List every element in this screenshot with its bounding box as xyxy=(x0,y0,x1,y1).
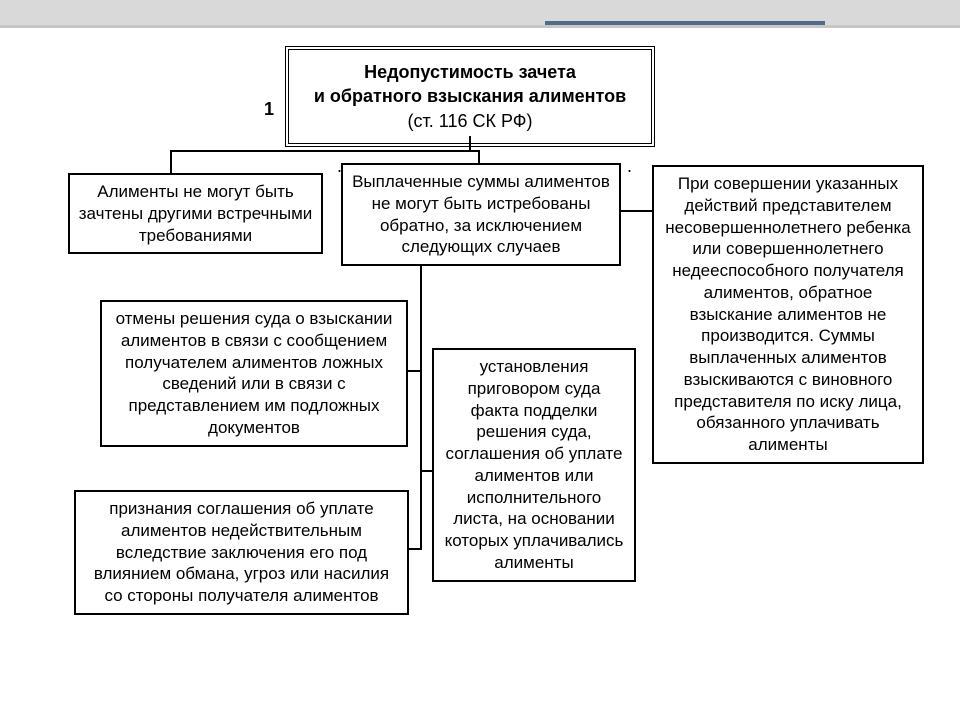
title-line3: (ст. 116 СК РФ) xyxy=(305,109,635,133)
box-center-top: Выплаченные суммы алиментов не могут быт… xyxy=(341,163,621,266)
box-left-top: Алименты не могут быть зачтены другими в… xyxy=(68,173,323,254)
box-right: При совершении указанных действий предст… xyxy=(652,165,924,464)
title-line2: и обратного взыскания алиментов xyxy=(305,84,635,108)
title-line1: Недопустимость зачета xyxy=(305,60,635,84)
conn-child3 xyxy=(420,470,434,472)
conn-center-right xyxy=(621,210,652,212)
box-child-1: отмены решения суда о взыскании алименто… xyxy=(100,300,408,447)
title-box: Недопустимость зачета и обратного взыска… xyxy=(285,46,655,147)
box-child-3: установления приговором суда факта подде… xyxy=(432,348,636,582)
top-band xyxy=(0,0,960,28)
stray-dot-3: . xyxy=(627,156,632,177)
canvas: 1 . . . Недопустимость зачета и обратног… xyxy=(0,0,960,720)
stray-mark-1: 1 xyxy=(264,99,274,120)
conn-title-vert xyxy=(469,136,471,150)
conn-child2 xyxy=(409,548,422,550)
conn-center-drop xyxy=(478,150,480,163)
conn-left-drop xyxy=(170,150,172,173)
conn-bus-h xyxy=(170,150,480,152)
conn-trunk xyxy=(420,265,422,550)
box-child-2: признания соглашения об уплате алиментов… xyxy=(74,490,409,615)
conn-child1 xyxy=(408,370,422,372)
